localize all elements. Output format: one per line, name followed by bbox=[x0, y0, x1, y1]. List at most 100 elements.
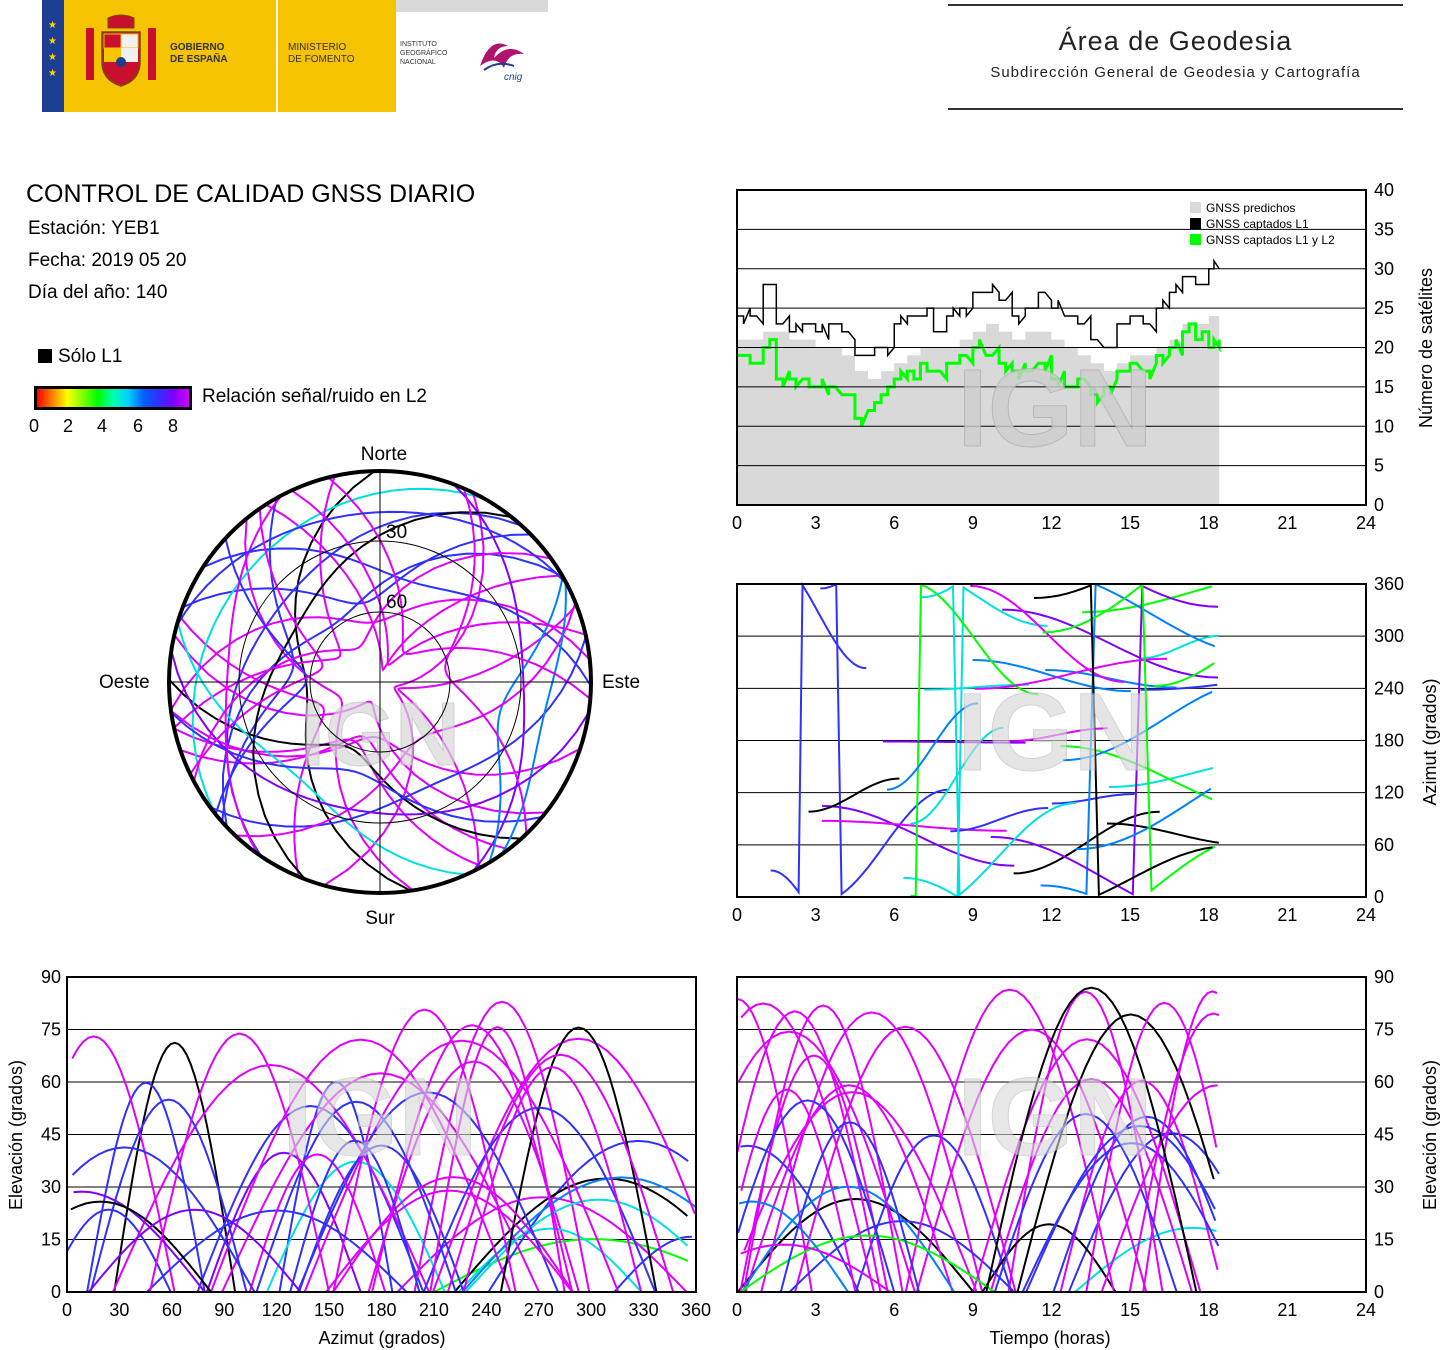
x-tick-label: 270 bbox=[524, 1300, 554, 1320]
coat-of-arms-icon bbox=[86, 14, 156, 87]
satellite-track bbox=[170, 710, 581, 776]
sat-legend: GNSS predichos GNSS captados L1 GNSS capta… bbox=[1190, 201, 1335, 247]
ring-label-60: 60 bbox=[386, 592, 407, 613]
report-title: CONTROL DE CALIDAD GNSS DIARIO bbox=[26, 180, 476, 208]
ea-plot-frame bbox=[66, 976, 697, 1293]
date-label: Fecha: 2019 05 20 bbox=[28, 250, 187, 271]
satellite-track bbox=[191, 487, 486, 814]
satellite-track bbox=[1007, 990, 1164, 1293]
eu-flag-strip: ★ ★ ★ ★ bbox=[42, 0, 64, 112]
satellite-track bbox=[1062, 690, 1213, 762]
y-tick-label: 30 bbox=[1374, 1177, 1394, 1197]
x-tick-label: 30 bbox=[109, 1300, 129, 1320]
instituto-line-3: NACIONAL bbox=[400, 59, 436, 66]
satellite-track bbox=[993, 1112, 1178, 1293]
snr-tick: 6 bbox=[133, 416, 144, 436]
satellite-track bbox=[1128, 1012, 1220, 1293]
star-icons: ★ ★ ★ ★ bbox=[48, 20, 57, 79]
x-tick-label: 18 bbox=[1199, 1300, 1219, 1320]
et-axes: 0 15 30 45 60 75 90 0 3 6 9 12 15 18 21 24 bbox=[732, 967, 1394, 1320]
satellite-track bbox=[461, 1176, 697, 1293]
x-tick-label: 9 bbox=[968, 1300, 978, 1320]
l1-only-swatch bbox=[38, 349, 52, 363]
area-geodesia-box: Área de Geodesia Subdirección General de… bbox=[948, 4, 1403, 110]
area-subtitle: Subdirección General de Geodesia y Carto… bbox=[990, 64, 1361, 81]
satellite-track bbox=[298, 1144, 465, 1293]
x-tick-label: 21 bbox=[1277, 905, 1297, 925]
satellite-track bbox=[1052, 1115, 1217, 1293]
west-label: Oeste bbox=[99, 672, 150, 693]
satellite-track bbox=[323, 492, 485, 887]
x-tick-label: 360 bbox=[681, 1300, 711, 1320]
satellite-track bbox=[499, 1026, 658, 1293]
satellite-track bbox=[429, 1026, 566, 1293]
et-tracks bbox=[736, 986, 1220, 1293]
satellite-track bbox=[788, 1220, 1016, 1293]
north-label: Norte bbox=[361, 444, 407, 465]
x-tick-label: 0 bbox=[732, 513, 742, 533]
satellite-track bbox=[303, 1039, 620, 1293]
satellite-track bbox=[66, 1208, 172, 1293]
x-tick-label: 240 bbox=[471, 1300, 501, 1320]
y-tick-label: 45 bbox=[41, 1125, 61, 1145]
ign-watermark: IGN bbox=[957, 671, 1153, 794]
snr-tick: 8 bbox=[168, 416, 179, 436]
x-tick-label: 6 bbox=[889, 1300, 899, 1320]
satellite-track bbox=[294, 470, 412, 892]
satellite-track bbox=[990, 584, 1219, 896]
satellite-track bbox=[886, 702, 979, 791]
satellite-track bbox=[972, 659, 1131, 693]
x-tick-label: 0 bbox=[732, 905, 742, 925]
y-tick-label: 60 bbox=[1374, 1072, 1394, 1092]
elevation-azimuth-chart: IGN 0 15 30 45 60 75 90 0 30 60 90 120 150 180 210 240 2… bbox=[6, 967, 711, 1348]
y-tick-label: 0 bbox=[51, 1282, 61, 1302]
satellite-track bbox=[1100, 1084, 1218, 1293]
sat-axes: 0 5 10 15 20 25 30 35 40 0 3 6 9 12 15 18 21 24 bbox=[732, 180, 1394, 533]
satellite-track bbox=[820, 582, 948, 897]
ministerio-label: MINISTERIO DE FOMENTO bbox=[288, 42, 354, 66]
x-tick-label: 3 bbox=[811, 513, 821, 533]
satellite-track bbox=[910, 583, 1039, 898]
y-tick-label: 180 bbox=[1374, 731, 1404, 751]
x-tick-label: 150 bbox=[314, 1300, 344, 1320]
satellite-track bbox=[920, 584, 1076, 897]
satellite-track bbox=[903, 585, 1048, 899]
header-gray-bar bbox=[396, 0, 548, 12]
satellite-track bbox=[113, 1041, 237, 1293]
satellite-track bbox=[224, 494, 283, 855]
satellite-track bbox=[87, 1208, 302, 1293]
east-label: Este bbox=[602, 672, 640, 693]
satellite-track bbox=[487, 1139, 689, 1293]
y-tick-label: 90 bbox=[41, 967, 61, 987]
y-tick-label: 30 bbox=[1374, 259, 1394, 279]
x-tick-label: 21 bbox=[1277, 513, 1297, 533]
legend-label: GNSS captados L1 bbox=[1206, 217, 1309, 231]
satellite-track bbox=[1002, 608, 1219, 679]
satellite-count-chart: IGN GNSS predichos GNSS captados L1 GNSS c… bbox=[732, 180, 1436, 533]
az-ylabel: Azimut (grados) bbox=[1420, 678, 1440, 805]
satellite-track bbox=[981, 1223, 1117, 1293]
satellite-track bbox=[1140, 683, 1218, 691]
satellite-track bbox=[1040, 582, 1216, 896]
satellite-track bbox=[1033, 583, 1213, 897]
doy-label: Día del año: 140 bbox=[28, 282, 168, 303]
y-tick-label: 40 bbox=[1374, 180, 1394, 200]
cnig-logo-text: cnig bbox=[504, 72, 523, 83]
gobierno-panel bbox=[64, 0, 276, 112]
satellite-track bbox=[821, 819, 1007, 832]
satellite-track bbox=[1074, 1226, 1217, 1293]
x-tick-label: 300 bbox=[576, 1300, 606, 1320]
satellite-track bbox=[327, 476, 591, 700]
legend-swatch bbox=[1190, 234, 1201, 245]
legend-swatch bbox=[1190, 202, 1201, 213]
x-tick-label: 18 bbox=[1199, 513, 1219, 533]
series-line bbox=[737, 322, 1221, 427]
ign-watermark: IGN bbox=[957, 1056, 1153, 1179]
satellite-track bbox=[1106, 822, 1219, 844]
satellite-track bbox=[882, 740, 1026, 744]
satellite-track bbox=[915, 1028, 1148, 1293]
sat-ylabel: Número de satélites bbox=[1416, 268, 1436, 428]
satellite-track bbox=[740, 1144, 860, 1293]
x-tick-label: 9 bbox=[968, 905, 978, 925]
satellite-track bbox=[210, 1038, 512, 1293]
